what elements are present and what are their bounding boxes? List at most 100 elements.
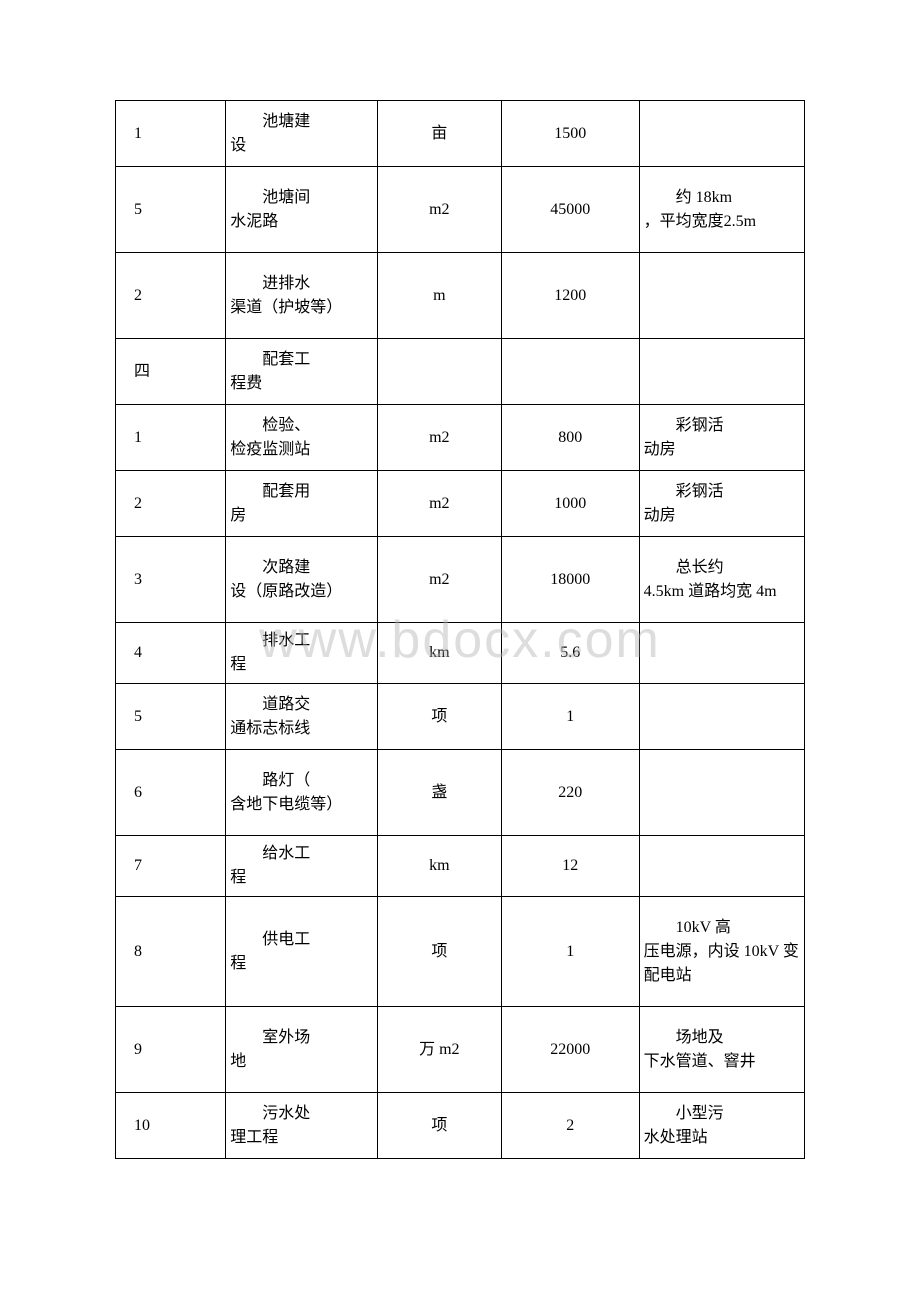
cell-quantity: 1200 [501,253,639,339]
row-number: 4 [120,641,221,665]
name-first-line: 检验、 [230,414,373,438]
table-row: 9室外场地万 m222000场地及下水管道、窨井 [116,1007,805,1093]
cell-unit: 亩 [377,101,501,167]
cell-unit: 项 [377,897,501,1007]
cell-name: 池塘间水泥路 [226,167,378,253]
remark-first-line: 彩钢活 [644,414,800,438]
name-rest: 理工程 [230,1126,373,1150]
cell-quantity: 12 [501,836,639,897]
cell-remark: 10kV 高压电源，内设 10kV 变配电站 [639,897,804,1007]
row-number: 5 [120,705,221,729]
cell-name: 污水处理工程 [226,1093,378,1159]
cell-name: 室外场地 [226,1007,378,1093]
cell-quantity: 800 [501,405,639,471]
name-first-line: 供电工 [230,928,373,952]
row-number: 四 [120,360,221,384]
cell-name: 道路交通标志标线 [226,684,378,750]
remark-rest: 压电源，内设 10kV 变配电站 [644,943,799,984]
cell-unit [377,339,501,405]
cell-name: 供电工程 [226,897,378,1007]
table-row: 1池塘建设亩1500 [116,101,805,167]
cell-number: 2 [116,253,226,339]
cell-number: 5 [116,684,226,750]
cell-name: 配套工程费 [226,339,378,405]
name-rest: 设 [230,134,373,158]
remark-rest: 动房 [644,441,676,458]
table-row: 四配套工程费 [116,339,805,405]
remark-first-line: 10kV 高 [644,916,800,940]
cell-remark: 约 18km，平均宽度2.5m [639,167,804,253]
cell-remark: 场地及下水管道、窨井 [639,1007,804,1093]
cell-number: 2 [116,471,226,537]
cell-name: 进排水渠道（护坡等） [226,253,378,339]
name-first-line: 池塘建 [230,110,373,134]
cell-unit: m [377,253,501,339]
cell-unit: 盏 [377,750,501,836]
cell-quantity: 1 [501,684,639,750]
cell-unit: m2 [377,471,501,537]
name-rest: 含地下电缆等） [230,793,373,817]
name-rest: 检疫监测站 [230,438,373,462]
row-number: 2 [120,492,221,516]
cell-remark: 总长约 4.5km 道路均宽 4m [639,537,804,623]
cell-remark [639,836,804,897]
cell-number: 4 [116,623,226,684]
table-row: 6路灯（含地下电缆等）盏220 [116,750,805,836]
cell-number: 6 [116,750,226,836]
table-row: 5道路交通标志标线项1 [116,684,805,750]
cell-unit: m2 [377,405,501,471]
name-rest: 房 [230,504,373,528]
cell-name: 路灯（含地下电缆等） [226,750,378,836]
name-rest: 设（原路改造） [230,580,373,604]
table-row: 5池塘间水泥路m245000约 18km，平均宽度2.5m [116,167,805,253]
cell-unit: 项 [377,684,501,750]
table-row: 7给水工程km12 [116,836,805,897]
name-first-line: 排水工 [230,629,373,653]
table-row: 2进排水渠道（护坡等）m1200 [116,253,805,339]
name-rest: 水泥路 [230,210,373,234]
remark-rest: 4.5km 道路均宽 4m [644,583,777,600]
remark-rest: 下水管道、窨井 [644,1053,756,1070]
row-number: 1 [120,426,221,450]
cell-number: 5 [116,167,226,253]
remark-rest: 动房 [644,507,676,524]
name-first-line: 路灯（ [230,769,373,793]
cell-remark [639,684,804,750]
cell-number: 9 [116,1007,226,1093]
cell-name: 排水工程 [226,623,378,684]
row-number: 6 [120,781,221,805]
cell-remark [639,253,804,339]
cell-quantity: 220 [501,750,639,836]
cell-name: 次路建设（原路改造） [226,537,378,623]
name-rest: 程 [230,653,373,677]
table-row: 3次路建设（原路改造）m218000总长约 4.5km 道路均宽 4m [116,537,805,623]
cell-unit: m2 [377,537,501,623]
cell-name: 池塘建设 [226,101,378,167]
row-number: 7 [120,854,221,878]
cell-remark [639,750,804,836]
cell-name: 检验、检疫监测站 [226,405,378,471]
cell-quantity: 1 [501,897,639,1007]
cell-number: 3 [116,537,226,623]
cell-quantity: 18000 [501,537,639,623]
remark-first-line: 总长约 [644,556,800,580]
row-number: 10 [120,1114,221,1138]
cell-name: 配套用房 [226,471,378,537]
remark-first-line: 彩钢活 [644,480,800,504]
cell-remark: 小型污水处理站 [639,1093,804,1159]
name-first-line: 次路建 [230,556,373,580]
remark-first-line: 约 18km [644,186,800,210]
cell-remark: 彩钢活动房 [639,471,804,537]
row-number: 9 [120,1038,221,1062]
cell-number: 四 [116,339,226,405]
name-rest: 程 [230,952,373,976]
cell-remark: 彩钢活动房 [639,405,804,471]
table-row: 10污水处理工程项2小型污水处理站 [116,1093,805,1159]
cell-remark [639,623,804,684]
cell-unit: m2 [377,167,501,253]
name-first-line: 污水处 [230,1102,373,1126]
name-first-line: 道路交 [230,693,373,717]
name-first-line: 配套工 [230,348,373,372]
remark-rest: 水处理站 [644,1129,708,1146]
cell-quantity: 2 [501,1093,639,1159]
